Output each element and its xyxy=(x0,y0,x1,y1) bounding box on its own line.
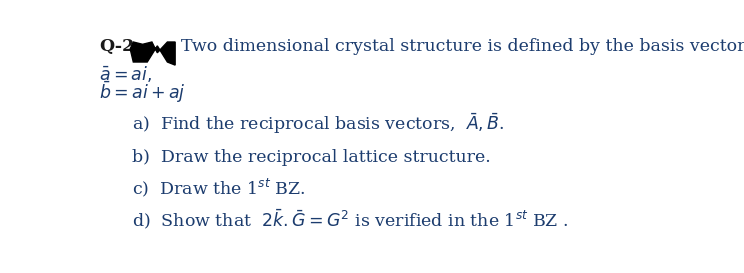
Text: c)  Draw the 1$^{st}$ BZ.: c) Draw the 1$^{st}$ BZ. xyxy=(132,177,305,199)
Polygon shape xyxy=(130,42,175,65)
Text: $\bar{b} = ai + aj$: $\bar{b} = ai + aj$ xyxy=(99,79,186,105)
Text: b)  Draw the reciprocal lattice structure.: b) Draw the reciprocal lattice structure… xyxy=(132,149,490,166)
Text: Q-2: Q-2 xyxy=(99,38,135,55)
Text: a)  Find the reciprocal basis vectors,  $\bar{A}, \bar{B}$.: a) Find the reciprocal basis vectors, $\… xyxy=(132,111,504,136)
Text: Two dimensional crystal structure is defined by the basis vectors,: Two dimensional crystal structure is def… xyxy=(182,38,744,55)
Text: d)  Show that  $2\bar{k}.\bar{G} = G^2$ is verified in the 1$^{st}$ BZ .: d) Show that $2\bar{k}.\bar{G} = G^2$ is… xyxy=(132,208,568,232)
Text: $\bar{a} = ai,$: $\bar{a} = ai,$ xyxy=(99,64,153,85)
